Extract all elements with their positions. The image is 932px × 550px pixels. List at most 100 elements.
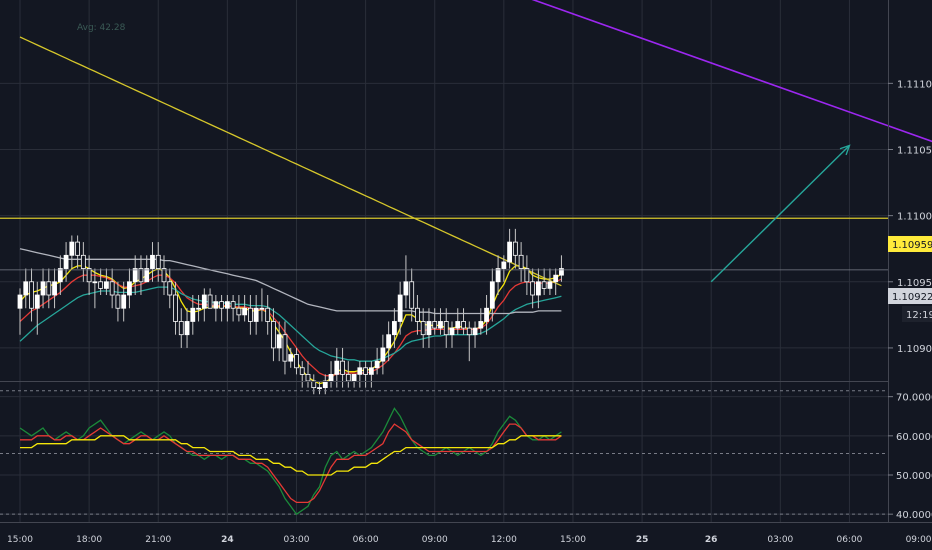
current-price-tag: 1.10959 <box>892 240 932 251</box>
candle-body <box>17 294 23 309</box>
candle-body <box>155 254 161 269</box>
candle-body <box>524 268 530 283</box>
candle-body <box>397 294 403 322</box>
candle-body <box>109 281 115 296</box>
candle-body <box>178 321 184 336</box>
candle-body <box>391 321 397 336</box>
candle-body <box>374 360 380 369</box>
candle-body <box>403 281 409 296</box>
candle-body <box>201 294 207 309</box>
osc-tick-label: 50.0000 <box>896 471 932 482</box>
candle-body <box>449 327 455 336</box>
candle-body <box>115 294 121 309</box>
candle-body <box>265 307 271 322</box>
candle-body <box>247 307 253 322</box>
candle-body <box>294 354 299 369</box>
time-tick-label: 06:00 <box>353 535 379 545</box>
candle-body <box>518 254 524 269</box>
osc-tick-label: 60.0000 <box>896 432 932 443</box>
time-tick-label: 26 <box>705 535 718 545</box>
candle-body <box>489 281 495 309</box>
oscillator-line <box>20 423 562 504</box>
candle-body <box>69 241 75 256</box>
candle-body <box>380 347 386 362</box>
candle-body <box>219 301 225 309</box>
candle-body <box>52 281 57 296</box>
candlestick-series <box>17 228 564 395</box>
candle-body <box>317 387 322 390</box>
candle-body <box>34 294 40 309</box>
oscillator-line <box>19 407 562 516</box>
candle-body <box>472 327 478 336</box>
candle-body <box>75 241 80 256</box>
oscillator-pane[interactable] <box>0 390 888 516</box>
candle-body <box>161 268 167 283</box>
time-scale[interactable]: 15:00 18:00 21:00 24 03:00 06:00 09:00 12:00 15:… <box>0 522 932 546</box>
candle-body <box>409 281 415 309</box>
candle-body <box>213 301 219 309</box>
candle-body <box>340 360 345 375</box>
candle-body <box>559 268 564 276</box>
time-tick-label: 12:00 <box>491 535 517 545</box>
candle-body <box>276 334 282 349</box>
candle-body <box>92 281 98 284</box>
candle-body <box>23 281 29 296</box>
secondary-price-tag: 1.10922 <box>892 292 932 303</box>
candle-body <box>167 281 173 296</box>
candle-body <box>80 254 86 269</box>
candle-body <box>224 301 230 309</box>
candle-body <box>253 307 259 322</box>
candle-body <box>299 367 305 375</box>
candle-body <box>530 281 536 296</box>
time-tick-label: 09:00 <box>422 535 448 545</box>
candle-body <box>345 373 351 382</box>
candle-body <box>438 321 443 329</box>
candle-body <box>86 268 92 283</box>
candle-body <box>432 321 438 329</box>
candle-body <box>363 367 369 375</box>
candle-body <box>104 281 109 289</box>
candle-body <box>282 334 288 362</box>
secondary-price-tag-bg <box>888 288 932 304</box>
candle-body <box>196 307 201 310</box>
candle-body <box>484 307 489 322</box>
candle-body <box>57 268 63 283</box>
moving-average-line <box>19 248 562 315</box>
oscillator-line <box>20 435 562 476</box>
price-pane[interactable] <box>0 0 932 395</box>
candle-body <box>334 360 340 375</box>
countdown-timer: 12:19 <box>906 310 932 321</box>
price-tick-label: 1.11000 <box>897 212 932 223</box>
candle-body <box>29 281 34 309</box>
candle-body <box>501 261 507 269</box>
price-tick-label: 1.10950 <box>897 278 932 289</box>
time-tick-label: 09:00 <box>906 535 932 545</box>
price-scale[interactable]: 1.11100 1.11050 1.11000 1.10950 1.10900 70.00… <box>888 0 932 522</box>
candle-body <box>144 268 150 283</box>
candle-body <box>121 294 127 309</box>
candle-body <box>328 373 334 382</box>
candle-body <box>426 321 432 336</box>
avg-annotation-label: Avg: 42.28 <box>77 23 126 33</box>
projection-arrow-head <box>839 144 851 156</box>
time-tick-label: 18:00 <box>76 535 102 545</box>
candle-body <box>512 241 518 256</box>
time-tick-label: 06:00 <box>836 535 862 545</box>
candle-body <box>466 327 472 336</box>
osc-tick-label: 70.0000 <box>896 393 932 404</box>
candle-body <box>98 281 104 289</box>
time-tick-label: 15:00 <box>560 535 586 545</box>
candle-body <box>461 321 466 329</box>
candle-body <box>40 281 46 296</box>
time-tick-label: 03:00 <box>284 535 310 545</box>
candle-body <box>368 367 374 375</box>
candle-body <box>415 307 420 322</box>
current-price-tag-bg <box>888 236 932 252</box>
candle-body <box>386 334 392 349</box>
moving-average-line <box>19 36 562 287</box>
price-tick-label: 1.11100 <box>897 79 932 90</box>
candle-body <box>173 294 178 322</box>
candle-body <box>190 307 196 322</box>
time-tick-label: 25 <box>636 535 649 545</box>
